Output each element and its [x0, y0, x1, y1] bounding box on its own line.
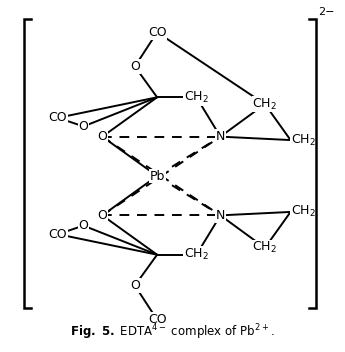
Text: CH$_2$: CH$_2$: [253, 96, 277, 112]
Text: CH$_2$: CH$_2$: [290, 132, 315, 147]
Text: N: N: [216, 209, 225, 222]
Text: O: O: [79, 120, 88, 133]
Text: CO: CO: [49, 228, 67, 241]
Text: CH$_2$: CH$_2$: [290, 205, 315, 220]
Text: CH$_2$: CH$_2$: [184, 90, 209, 105]
Text: O: O: [79, 219, 88, 232]
Text: Pb: Pb: [149, 170, 165, 182]
Text: CO: CO: [49, 111, 67, 124]
Text: $\mathbf{Fig.\ 5.}$ EDTA$^{4-}$ complex of Pb$^{2+}$.: $\mathbf{Fig.\ 5.}$ EDTA$^{4-}$ complex …: [70, 322, 275, 341]
Text: 2−: 2−: [318, 7, 334, 17]
Text: O: O: [130, 279, 140, 292]
Text: CH$_2$: CH$_2$: [253, 240, 277, 256]
Text: CH$_2$: CH$_2$: [184, 247, 209, 262]
Text: CO: CO: [148, 26, 166, 39]
Text: N: N: [216, 130, 225, 143]
Text: O: O: [97, 209, 107, 222]
Text: O: O: [130, 60, 140, 73]
Text: CO: CO: [148, 313, 166, 326]
Text: O: O: [97, 130, 107, 143]
